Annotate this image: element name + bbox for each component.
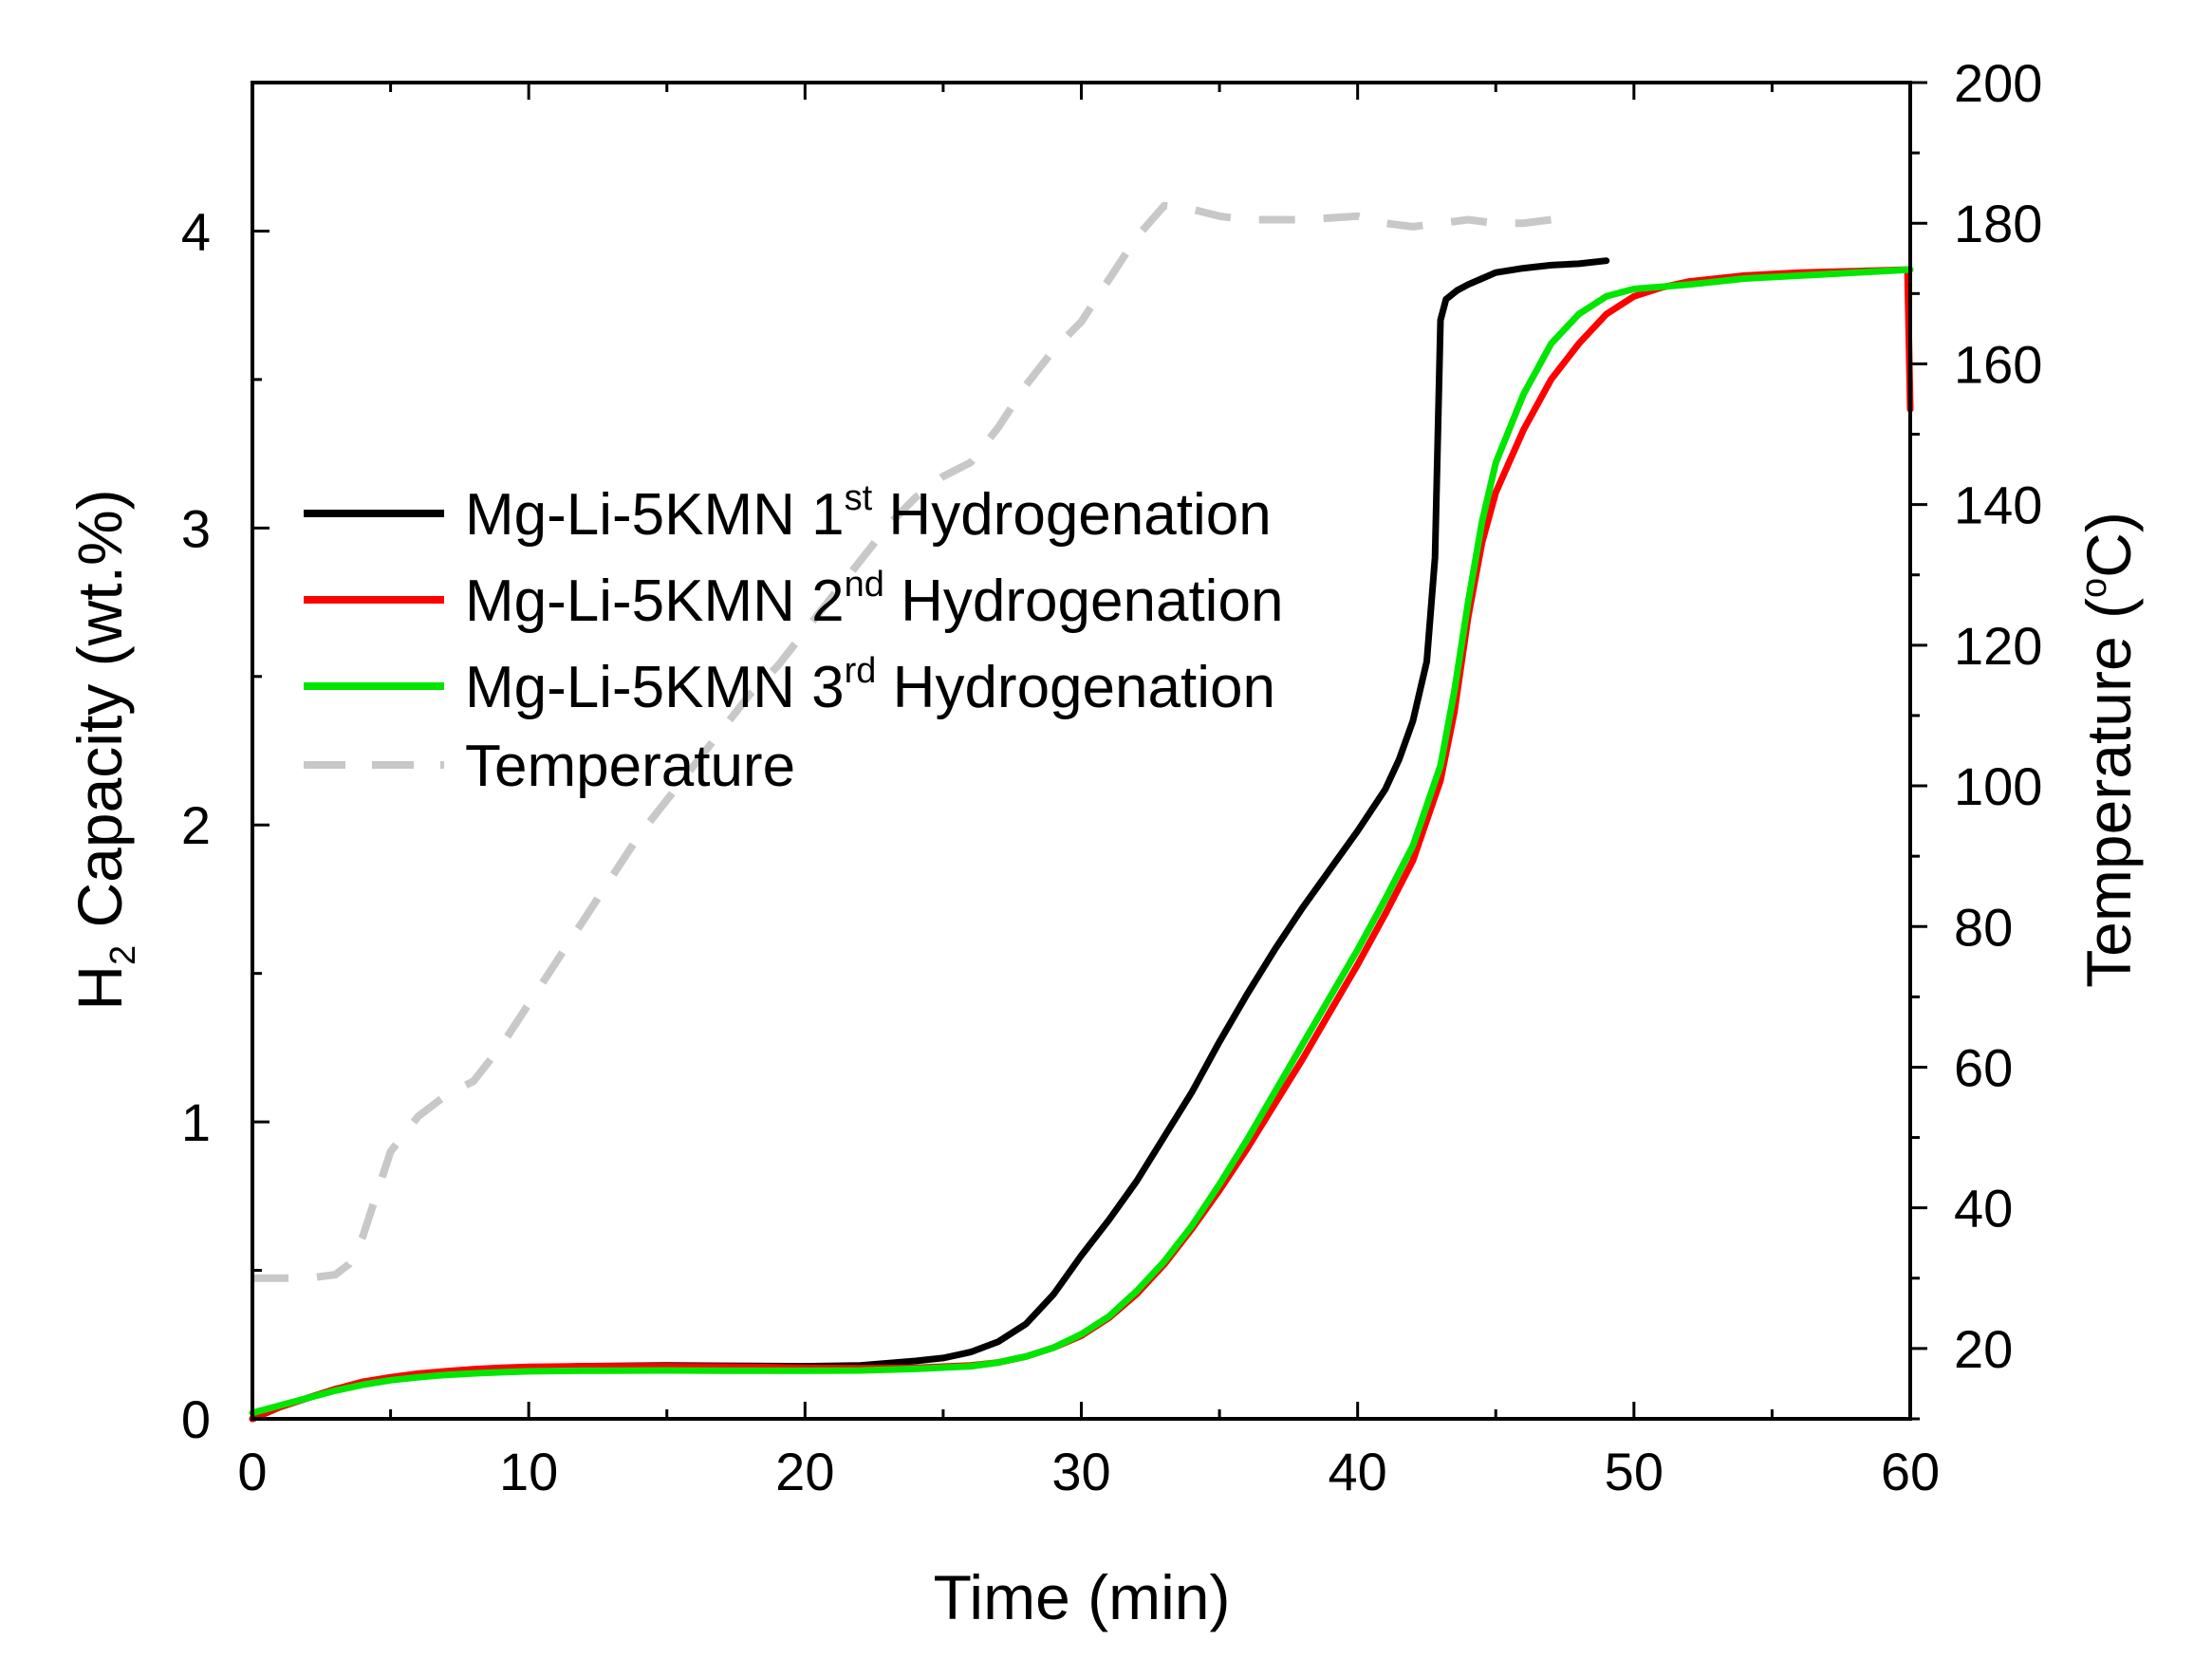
legend: Mg-Li-5KMN 1st Hydrogenation Mg-Li-5KMN 2… <box>304 478 1283 799</box>
y-left-title-sub: 2 <box>103 945 143 965</box>
x-tick-label-0: 0 <box>237 1442 267 1501</box>
y-right-title-rest: C) <box>2073 512 2144 578</box>
y-right-tick-label-4: 100 <box>1954 756 2042 816</box>
x-tick-label-2: 20 <box>775 1442 834 1501</box>
y-right-tick-label-3: 80 <box>1954 897 2013 957</box>
x-tick-label-3: 30 <box>1051 1442 1110 1501</box>
y-right-tick-label-0: 20 <box>1954 1319 2013 1379</box>
series-line-0 <box>249 257 1610 1423</box>
y-right-title-main: Temperature ( <box>2073 598 2144 988</box>
series-layer <box>249 201 1914 1423</box>
y-right-title-sup: o <box>2074 578 2114 598</box>
legend-label-2: Mg-Li-5KMN 3rd Hydrogenation <box>465 651 1275 720</box>
y-right-tick-label-6: 140 <box>1954 475 2042 535</box>
y-left-title-main: H <box>65 965 135 1011</box>
y-right-tick-label-9: 200 <box>1954 53 2042 113</box>
y-left-tick-label-0: 0 <box>181 1389 211 1449</box>
y-left-title-rest: Capacity (wt.%) <box>65 489 135 944</box>
legend-label-0: Mg-Li-5KMN 1st Hydrogenation <box>465 478 1272 548</box>
y-right-tick-label-8: 180 <box>1954 194 2042 253</box>
x-tick-label-5: 50 <box>1605 1442 1664 1501</box>
y-left-tick-label-2: 2 <box>181 795 211 855</box>
series-line-2 <box>249 266 1914 1417</box>
legend-label-3: Temperature <box>465 734 795 799</box>
y-right-axis-title: Temperature (oC) <box>2073 512 2144 988</box>
series-line-3 <box>252 201 1580 1282</box>
y-left-tick-label-4: 4 <box>181 201 211 261</box>
y-left-axis-title: H2 Capacity (wt.%) <box>65 489 143 1010</box>
y-right-tick-label-2: 60 <box>1954 1037 2013 1097</box>
y-right-tick-label-1: 40 <box>1954 1179 2013 1239</box>
x-tick-label-6: 60 <box>1881 1442 1940 1501</box>
ticks-layer: 0 10 20 30 40 50 60 0 1 2 3 4 20 40 60 80 100 120 140 160 18… <box>181 53 2043 1501</box>
series-line-1 <box>249 266 1914 1423</box>
x-tick-label-4: 40 <box>1329 1442 1387 1501</box>
y-right-tick-label-7: 160 <box>1954 334 2042 394</box>
x-tick-label-1: 10 <box>499 1442 558 1501</box>
y-left-tick-label-3: 3 <box>181 498 211 558</box>
y-left-tick-label-1: 1 <box>181 1092 211 1152</box>
y-right-tick-label-5: 120 <box>1954 616 2042 676</box>
x-axis-title: Time (min) <box>934 1562 1231 1632</box>
legend-label-1: Mg-Li-5KMN 2nd Hydrogenation <box>465 565 1283 634</box>
